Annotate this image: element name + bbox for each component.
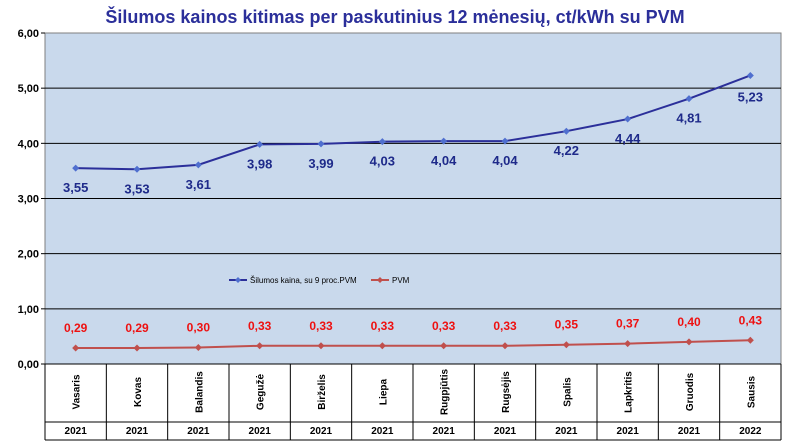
data-label-main: 4,04: [431, 153, 457, 168]
data-label-main: 4,22: [554, 143, 579, 158]
data-label-pvm: 0,33: [371, 319, 395, 333]
x-category-label: Kovas: [133, 377, 144, 407]
ytick-label: 1,00: [18, 304, 39, 316]
point-pvm: [194, 343, 202, 351]
point-pvm: [256, 342, 264, 350]
x-year-label: 2021: [617, 426, 640, 437]
data-label-main: 4,03: [370, 154, 395, 169]
data-label-pvm: 0,29: [125, 321, 149, 335]
x-category-label: Rugpjūtis: [440, 369, 451, 416]
x-category-label: Rugsėjis: [501, 371, 512, 413]
ytick-label: 5,00: [18, 83, 39, 95]
point-pvm: [746, 336, 754, 344]
data-label-pvm: 0,43: [739, 313, 763, 327]
legend-label-main: Šilumos kaina, su 9 proc.PVM: [250, 276, 357, 285]
data-label-main: 4,81: [676, 111, 701, 126]
data-label-main: 3,98: [247, 156, 272, 171]
point-main: [256, 140, 264, 148]
point-pvm: [72, 344, 80, 352]
x-year-label: 2021: [678, 426, 701, 437]
ytick-label: 3,00: [18, 194, 39, 206]
x-year-label: 2021: [310, 426, 333, 437]
data-label-pvm: 0,33: [493, 319, 517, 333]
point-pvm: [317, 342, 325, 350]
legend-marker-pvm: [377, 277, 383, 283]
legend-label-pvm: PVM: [392, 276, 410, 285]
ytick-label: 0,00: [18, 359, 39, 371]
x-category-label: Spalis: [562, 377, 573, 407]
x-year-label: 2021: [371, 426, 394, 437]
data-label-pvm: 0,33: [432, 319, 456, 333]
x-year-label: 2022: [739, 426, 762, 437]
point-pvm: [562, 341, 570, 349]
legend-marker-main: [235, 277, 241, 283]
x-year-label: 2021: [494, 426, 517, 437]
x-year-label: 2021: [249, 426, 272, 437]
data-label-main: 3,99: [308, 156, 333, 171]
point-main: [624, 115, 632, 123]
data-label-main: 3,61: [186, 177, 211, 192]
data-label-main: 4,04: [492, 153, 518, 168]
data-label-main: 5,23: [738, 89, 763, 104]
point-main: [685, 95, 693, 103]
x-category-label: Liepa: [378, 379, 389, 406]
x-category-label: Gruodis: [685, 372, 696, 411]
data-label-main: 3,55: [63, 180, 88, 195]
data-label-pvm: 0,33: [248, 319, 272, 333]
point-main: [501, 137, 509, 145]
point-main: [440, 137, 448, 145]
ytick-label: 2,00: [18, 249, 39, 261]
x-year-label: 2021: [433, 426, 456, 437]
point-main: [746, 71, 754, 79]
chart-title: Šilumos kainos kitimas per paskutinius 1…: [105, 6, 684, 27]
series-line-pvm: [75, 339, 751, 350]
data-label-pvm: 0,29: [64, 321, 88, 335]
point-main: [317, 140, 325, 148]
x-category-label: Sausis: [746, 375, 757, 408]
x-category-label: Lapkritis: [624, 371, 635, 413]
x-category-label: Gegužė: [256, 374, 267, 411]
data-label-pvm: 0,33: [309, 319, 333, 333]
x-category-label: Balandis: [194, 371, 205, 413]
x-year-label: 2021: [187, 426, 210, 437]
point-main: [194, 161, 202, 169]
ytick-label: 6,00: [18, 28, 39, 40]
data-label-pvm: 0,30: [187, 320, 211, 334]
point-main: [378, 138, 386, 146]
x-category-label: Vasaris: [72, 374, 83, 409]
point-pvm: [378, 342, 386, 350]
data-label-pvm: 0,37: [616, 317, 640, 331]
x-year-label: 2021: [126, 426, 149, 437]
point-main: [72, 164, 80, 172]
point-pvm: [624, 340, 632, 348]
series-line-main: [75, 74, 751, 171]
point-main: [133, 165, 141, 173]
x-category-label: Birželis: [317, 374, 328, 410]
point-pvm: [133, 344, 141, 352]
data-label-main: 4,44: [615, 131, 641, 146]
data-label-main: 3,53: [124, 181, 149, 196]
data-label-pvm: 0,35: [555, 318, 579, 332]
point-pvm: [440, 342, 448, 350]
x-year-label: 2021: [65, 426, 88, 437]
ytick-label: 4,00: [18, 138, 39, 150]
point-pvm: [501, 342, 509, 350]
point-main: [562, 127, 570, 135]
x-year-label: 2021: [555, 426, 578, 437]
data-label-pvm: 0,40: [677, 315, 701, 329]
point-pvm: [685, 338, 693, 346]
